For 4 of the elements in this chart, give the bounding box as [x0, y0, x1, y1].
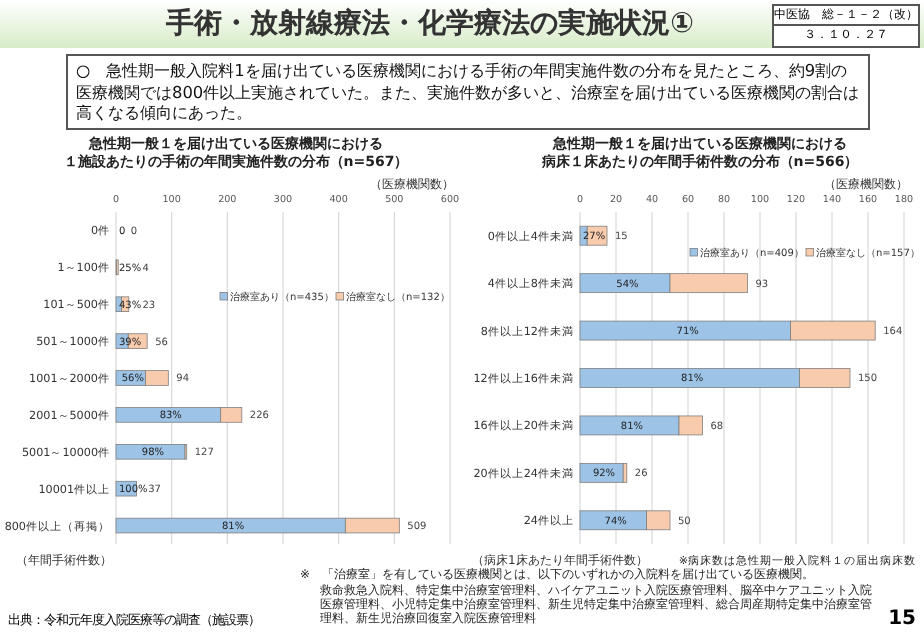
bar	[115, 296, 122, 312]
text: 15	[886, 608, 916, 630]
text: 手術・放射線療法・化学療法の実施状況①	[164, 6, 696, 42]
text: ○ 急性期一般入院料1を届け出ている医療機関における手術の年間実施件数の分布を見たところ、約9割の医療機関では800件以上実施されていた。また、実施件数が多いと、治療室を届け出ている医療機関の割合は高くなる傾向にあった。	[66, 54, 870, 129]
